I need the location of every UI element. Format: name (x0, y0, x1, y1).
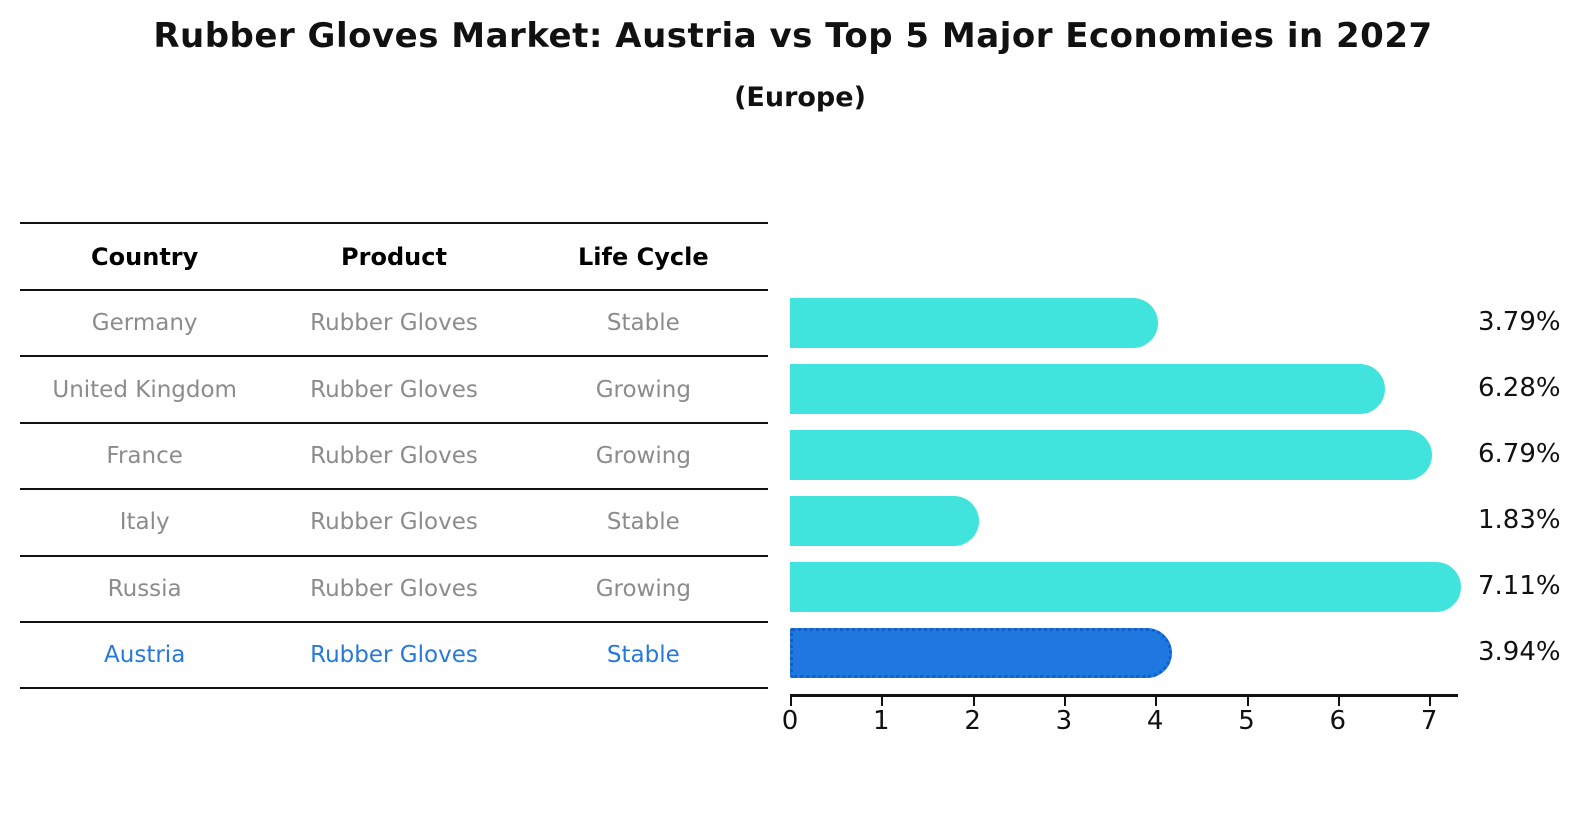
x-axis-tick (1155, 697, 1158, 706)
table-cell-product: Rubber Gloves (310, 642, 478, 669)
x-axis-tick-label: 4 (1146, 706, 1164, 736)
x-axis-tick-label: 3 (1055, 706, 1073, 736)
bar-value-label: 3.94% (1478, 637, 1561, 667)
bar-italy (790, 496, 980, 546)
table-header-cell: Product (341, 242, 447, 271)
bar-russia (790, 562, 1462, 612)
bar-france (790, 430, 1432, 480)
table-cell-life-cycle: Growing (595, 442, 691, 469)
table-cell-product: Rubber Gloves (310, 575, 478, 602)
table-header-row: Country Product Life Cycle (20, 224, 768, 291)
table-cell-country: Russia (107, 575, 182, 602)
bar-austria (790, 628, 1172, 678)
table-row: Italy Rubber Gloves Stable (20, 490, 768, 557)
bar-value-label: 7.11% (1478, 571, 1561, 601)
bar-germany (790, 298, 1159, 348)
table-header-cell: Life Cycle (578, 242, 709, 271)
table-row: Austria Rubber Gloves Stable (20, 623, 768, 690)
x-axis-tick (1337, 697, 1340, 706)
x-axis-tick-label: 5 (1238, 706, 1255, 736)
chart-subtitle: (Europe) (734, 82, 866, 113)
x-axis-tick-label: 7 (1420, 706, 1438, 736)
x-axis-tick (972, 697, 975, 706)
table-cell-product: Rubber Gloves (310, 442, 478, 469)
country-table: Country Product Life Cycle Germany Rubber Gl… (20, 222, 768, 690)
x-axis-tick (790, 697, 792, 706)
bar-united-kingdom (790, 364, 1386, 414)
table-row: France Rubber Gloves Growing (20, 424, 768, 491)
x-axis-tick (1429, 697, 1432, 706)
table-cell-country: Italy (119, 509, 170, 536)
table-cell-life-cycle: Stable (606, 642, 680, 669)
x-axis-tick (1246, 697, 1249, 706)
table-cell-product: Rubber Gloves (310, 509, 478, 536)
bar-value-label: 6.79% (1478, 439, 1561, 469)
table-row: Germany Rubber Gloves Stable (20, 291, 768, 358)
bar-value-label: 1.83% (1478, 505, 1561, 535)
bar-value-label: 6.28% (1478, 373, 1561, 403)
x-axis-tick-label: 6 (1329, 706, 1347, 736)
table-cell-life-cycle: Stable (606, 509, 680, 536)
table-row: Russia Rubber Gloves Growing (20, 557, 768, 623)
table-cell-life-cycle: Growing (595, 376, 691, 403)
table-cell-life-cycle: Growing (595, 575, 691, 602)
table-cell-life-cycle: Stable (606, 310, 680, 337)
table-cell-product: Rubber Gloves (310, 310, 478, 337)
table-cell-country: United Kingdom (52, 376, 237, 403)
table-cell-country: Austria (104, 642, 186, 669)
table-row: United Kingdom Rubber Gloves Growing (20, 357, 768, 424)
x-axis-tick-label: 1 (873, 706, 890, 736)
x-axis-tick-label: 0 (781, 706, 799, 736)
x-axis-line (790, 694, 1458, 697)
x-axis-tick-label: 2 (964, 706, 981, 736)
chart-title: Rubber Gloves Market: Austria vs Top 5 M… (153, 16, 1433, 56)
table-header-cell: Country (91, 242, 199, 271)
x-axis-tick (1063, 697, 1066, 706)
table-cell-country: Germany (91, 310, 198, 337)
x-axis-tick (881, 697, 884, 706)
table-cell-country: France (106, 442, 183, 469)
table-cell-product: Rubber Gloves (310, 376, 478, 403)
bar-value-label: 3.79% (1478, 307, 1561, 337)
